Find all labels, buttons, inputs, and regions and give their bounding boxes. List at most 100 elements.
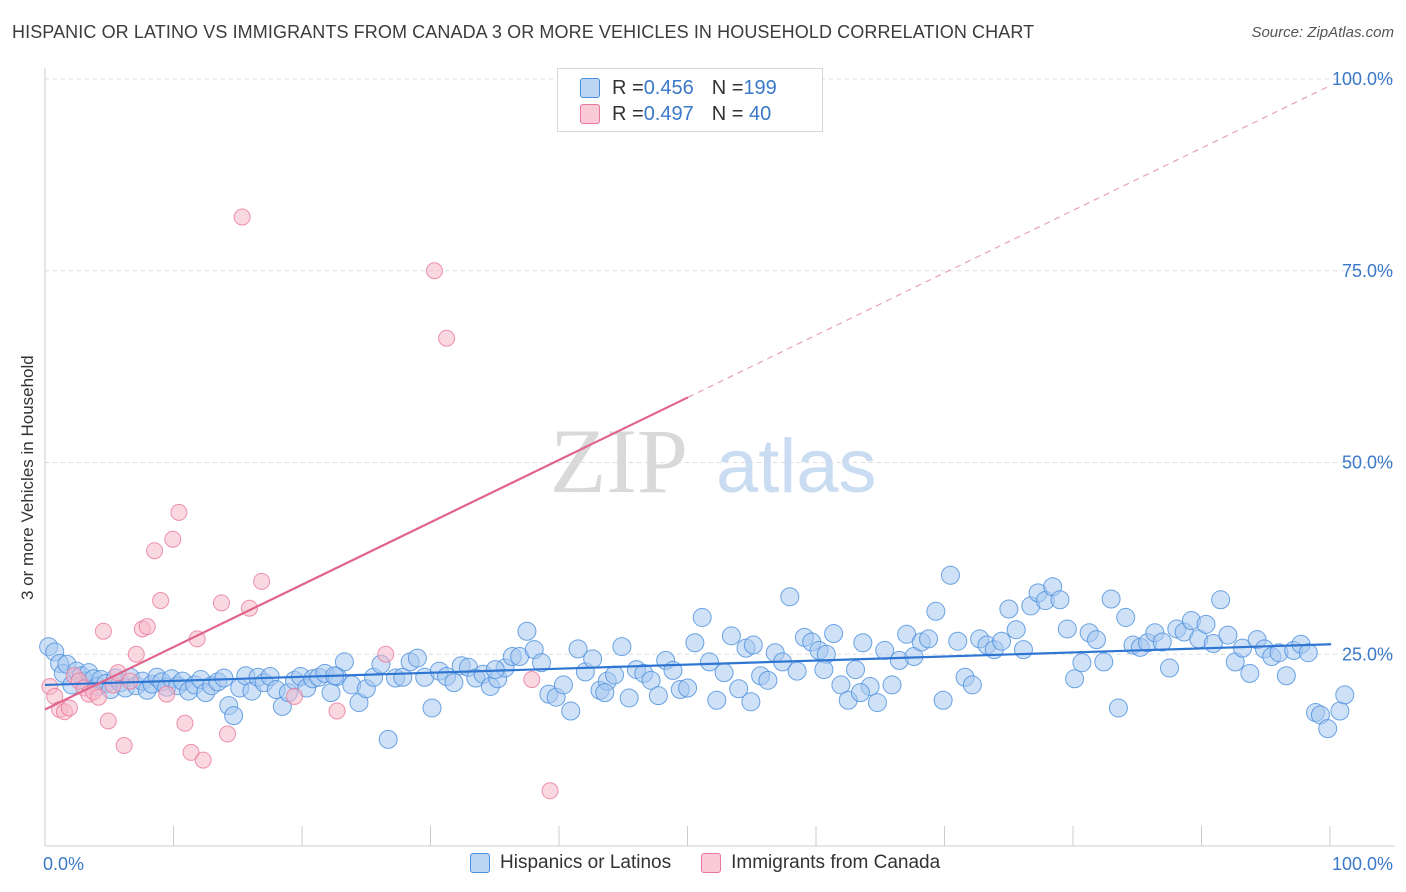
point-canada bbox=[170, 503, 188, 521]
point-canada bbox=[60, 699, 78, 717]
point-hispanics bbox=[758, 670, 778, 690]
legend-swatch-pink bbox=[701, 853, 722, 873]
point-hispanics bbox=[1152, 632, 1172, 652]
axes bbox=[44, 68, 1395, 847]
point-hispanics bbox=[814, 660, 834, 680]
point-hispanics bbox=[648, 686, 668, 706]
point-hispanics bbox=[1086, 630, 1106, 650]
point-canada bbox=[438, 329, 456, 347]
legend-n-label: N = bbox=[711, 76, 744, 99]
point-canada bbox=[328, 702, 346, 720]
point-hispanics bbox=[1160, 658, 1180, 678]
grid-lines bbox=[45, 78, 1395, 655]
point-canada bbox=[194, 751, 212, 769]
point-hispanics bbox=[729, 679, 749, 699]
legend-swatch-blue bbox=[580, 78, 600, 98]
point-hispanics bbox=[685, 633, 705, 653]
point-hispanics bbox=[561, 701, 581, 721]
point-canada bbox=[253, 572, 271, 590]
point-hispanics bbox=[1330, 701, 1350, 721]
y-tick-label: 100.0% bbox=[1332, 69, 1393, 89]
legend-item-hispanics[interactable]: Hispanics or Latinos bbox=[470, 852, 671, 874]
point-canada bbox=[212, 594, 230, 612]
point-hispanics bbox=[992, 631, 1012, 651]
point-canada bbox=[523, 671, 541, 689]
point-canada bbox=[377, 645, 395, 663]
point-hispanics bbox=[1050, 590, 1070, 610]
legend-swatch-blue bbox=[470, 853, 490, 873]
legend-swatch-pink bbox=[580, 104, 600, 124]
point-hispanics bbox=[1094, 652, 1114, 672]
point-hispanics bbox=[1072, 653, 1092, 673]
point-hispanics bbox=[831, 675, 851, 695]
legend-item-canada[interactable]: Immigrants from Canada bbox=[701, 852, 940, 874]
point-hispanics bbox=[707, 690, 727, 710]
point-hispanics bbox=[1065, 669, 1085, 689]
point-hispanics bbox=[378, 729, 398, 749]
legend-stats: R = 0.456 N = 199 R = 0.497 N = 40 bbox=[557, 68, 823, 132]
point-canada bbox=[158, 685, 176, 703]
point-hispanics bbox=[882, 675, 902, 695]
point-hispanics bbox=[1013, 640, 1033, 660]
point-canada bbox=[425, 262, 443, 280]
point-hispanics bbox=[407, 648, 427, 668]
point-canada bbox=[146, 542, 164, 560]
watermark-zip: ZIP bbox=[550, 410, 688, 512]
point-hispanics bbox=[553, 675, 573, 695]
point-canada bbox=[90, 688, 108, 706]
point-hispanics bbox=[444, 673, 464, 693]
point-hispanics bbox=[699, 652, 719, 672]
y-tick-label: 25.0% bbox=[1342, 644, 1393, 664]
trend-lines bbox=[44, 84, 1332, 711]
point-hispanics bbox=[1335, 685, 1355, 705]
point-canada bbox=[541, 782, 559, 800]
y-axis-label: 3 or more Vehicles in Household bbox=[18, 355, 37, 600]
source-label: Source: ZipAtlas.com bbox=[1251, 24, 1394, 41]
point-canada bbox=[99, 712, 117, 730]
point-hispanics bbox=[940, 565, 960, 585]
legend-label-hispanics: Hispanics or Latinos bbox=[500, 852, 672, 873]
point-hispanics bbox=[1318, 719, 1338, 739]
point-hispanics bbox=[962, 675, 982, 695]
point-hispanics bbox=[743, 635, 763, 655]
x-tick-label: 0.0% bbox=[43, 854, 84, 874]
point-hispanics bbox=[741, 692, 761, 712]
point-hispanics bbox=[1218, 625, 1238, 645]
point-canada bbox=[115, 737, 133, 755]
point-hispanics bbox=[517, 621, 537, 641]
point-hispanics bbox=[422, 698, 442, 718]
point-hispanics bbox=[224, 706, 244, 726]
point-hispanics bbox=[321, 683, 341, 703]
x-tick-label: 100.0% bbox=[1332, 854, 1393, 874]
point-hispanics bbox=[619, 688, 639, 708]
point-hispanics bbox=[714, 663, 734, 683]
point-hispanics bbox=[1276, 666, 1296, 686]
point-hispanics bbox=[787, 661, 807, 681]
point-hispanics bbox=[692, 607, 712, 627]
point-canada bbox=[138, 618, 156, 636]
legend-row-hispanics: R = 0.456 N = 199 bbox=[580, 77, 777, 99]
point-hispanics bbox=[853, 633, 873, 653]
point-hispanics bbox=[721, 626, 741, 646]
point-hispanics bbox=[948, 631, 968, 651]
point-hispanics bbox=[1108, 698, 1128, 718]
y-tick-label: 75.0% bbox=[1342, 261, 1393, 281]
legend-r-label: R = bbox=[612, 102, 644, 125]
point-hispanics bbox=[1116, 607, 1136, 627]
trend-canada-extension bbox=[687, 84, 1332, 398]
point-hispanics bbox=[999, 599, 1019, 619]
point-canada bbox=[152, 592, 170, 610]
point-hispanics bbox=[1101, 589, 1121, 609]
legend-series: Hispanics or Latinos Immigrants from Can… bbox=[470, 852, 970, 874]
point-hispanics bbox=[919, 629, 939, 649]
point-canada bbox=[176, 714, 194, 732]
watermark: ZIP atlas bbox=[550, 410, 877, 512]
point-canada bbox=[182, 743, 200, 761]
y-tick-label: 50.0% bbox=[1342, 453, 1393, 473]
trend-hispanics bbox=[44, 643, 1332, 687]
point-hispanics bbox=[1057, 619, 1077, 639]
series-hispanics-points bbox=[39, 565, 1355, 749]
legend-row-canada: R = 0.497 N = 40 bbox=[580, 103, 771, 125]
point-canada bbox=[285, 687, 303, 705]
